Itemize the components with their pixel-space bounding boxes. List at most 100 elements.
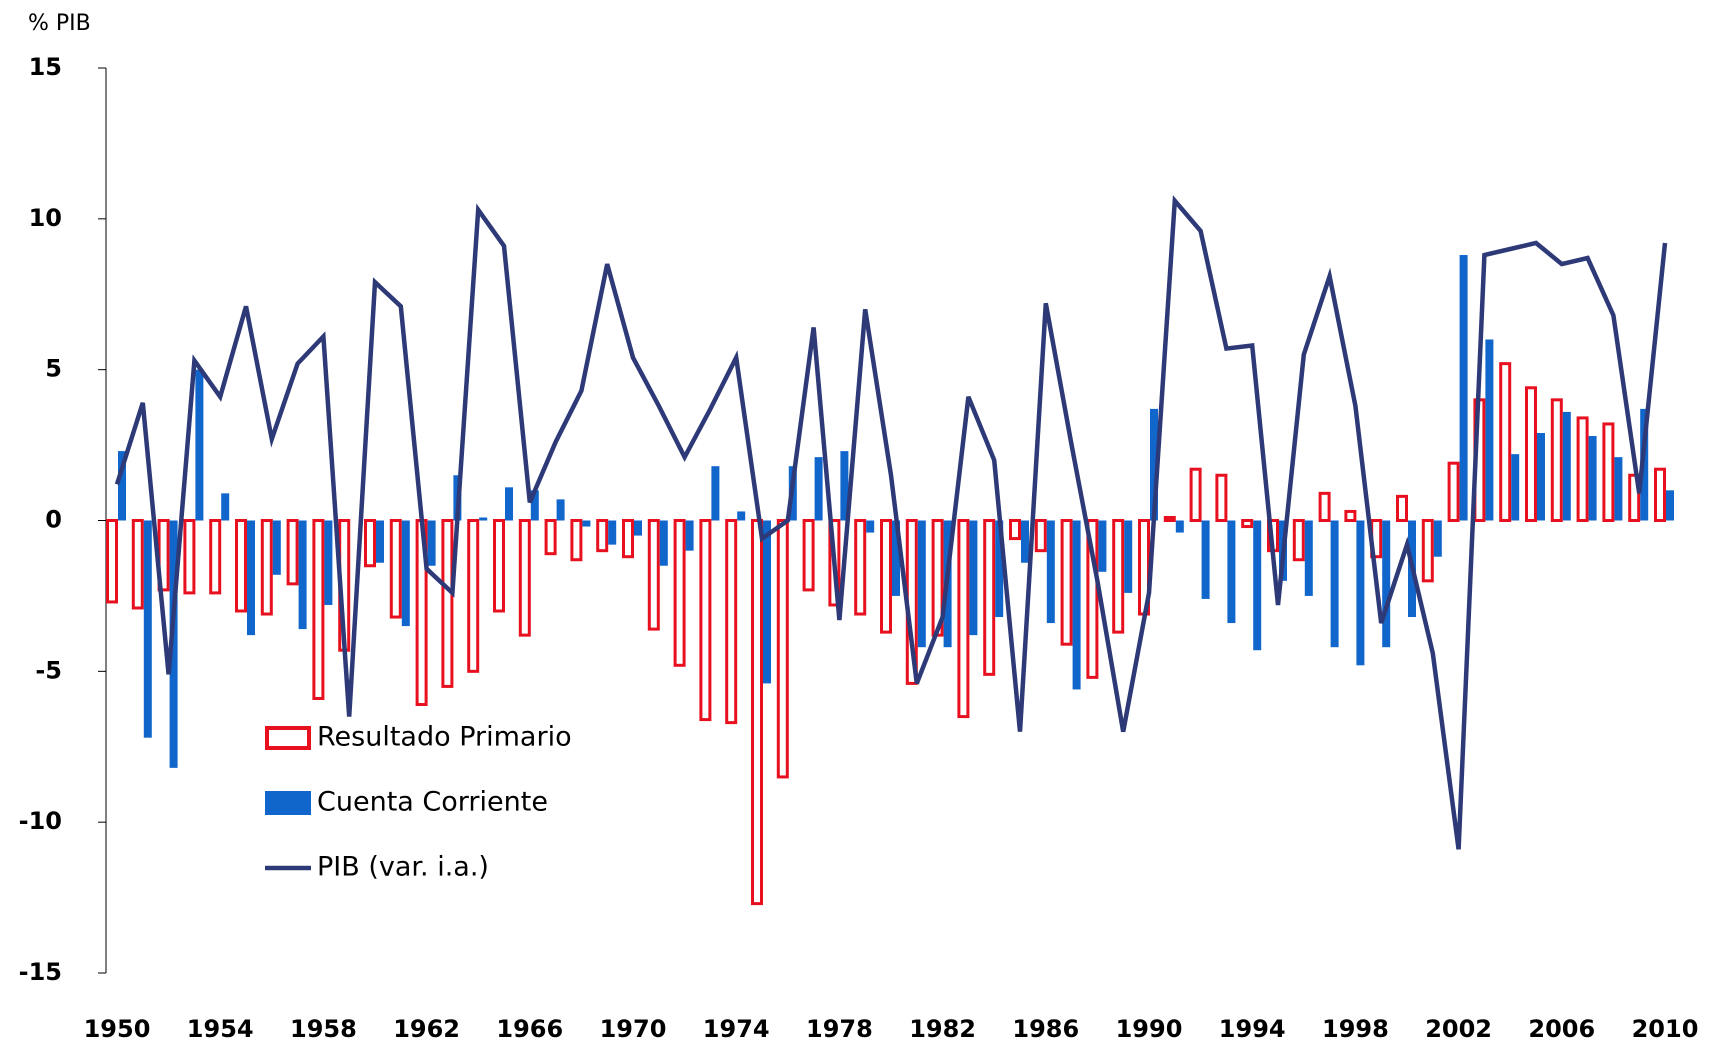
bar — [1330, 520, 1339, 648]
x-tick-label: 1994 — [1219, 1015, 1286, 1043]
y-tick-label: -10 — [19, 807, 62, 835]
bar — [983, 519, 996, 676]
bar — [1163, 515, 1176, 523]
bar — [106, 519, 118, 604]
bar — [544, 519, 557, 556]
bar — [195, 369, 204, 521]
legend-label: PIB (var. i.a.) — [317, 852, 489, 883]
bar — [467, 519, 480, 673]
x-tick-label: 1950 — [84, 1015, 151, 1043]
bar — [866, 520, 875, 533]
y-tick-label: 15 — [29, 53, 62, 81]
bar — [518, 519, 531, 637]
bar — [570, 519, 583, 562]
bar — [221, 493, 230, 521]
x-tick-label: 2002 — [1425, 1015, 1492, 1043]
bar — [1046, 520, 1055, 624]
bar — [1034, 519, 1047, 553]
bar — [364, 519, 376, 568]
bar — [260, 519, 273, 616]
x-tick-label: 1958 — [290, 1015, 357, 1043]
legend-label: Resultado Primario — [317, 722, 572, 753]
legend-swatch — [265, 726, 311, 750]
x-tick-label: 1998 — [1322, 1015, 1389, 1043]
bar — [699, 519, 712, 722]
y-tick-label: -5 — [35, 656, 62, 684]
y-axis-label: % PIB — [28, 11, 91, 36]
bar — [725, 519, 738, 725]
bar — [854, 519, 867, 616]
bar — [917, 520, 926, 648]
bar — [1318, 491, 1331, 523]
bar — [840, 451, 849, 521]
bar — [647, 519, 660, 631]
bar — [556, 499, 565, 521]
x-tick-label: 1970 — [600, 1015, 667, 1043]
bar — [1189, 467, 1202, 523]
bar — [1485, 339, 1494, 521]
bar — [493, 519, 505, 613]
bar — [1382, 520, 1391, 648]
bar — [1215, 473, 1228, 522]
bar — [1614, 457, 1623, 521]
y-tick-label: 10 — [29, 204, 62, 232]
bar — [751, 519, 763, 906]
bar — [298, 520, 307, 630]
bar — [169, 520, 178, 768]
legend-label: Cuenta Corriente — [317, 787, 548, 818]
bar — [596, 519, 609, 553]
bar — [235, 519, 247, 613]
bar — [892, 520, 900, 596]
bar — [1009, 519, 1021, 541]
x-tick-label: 1974 — [703, 1015, 770, 1043]
bar — [1433, 520, 1442, 557]
bar — [969, 520, 978, 636]
y-tick-label: -15 — [19, 958, 62, 986]
bar — [582, 520, 591, 527]
x-tick-label: 1966 — [496, 1015, 563, 1043]
bar — [312, 519, 325, 700]
bar — [1602, 422, 1615, 523]
bar — [324, 520, 333, 605]
bar — [505, 487, 513, 521]
bar — [1396, 494, 1408, 523]
bar — [441, 519, 454, 688]
bar — [763, 520, 771, 684]
bar — [737, 511, 746, 521]
bar — [1253, 520, 1262, 651]
y-tick-label: 0 — [45, 506, 62, 534]
bar — [118, 451, 126, 521]
bar — [1344, 509, 1357, 523]
bar — [427, 520, 436, 566]
bar — [389, 519, 402, 619]
bar — [143, 520, 152, 738]
line — [114, 195, 1668, 850]
bar — [286, 519, 299, 586]
bar — [1201, 520, 1210, 599]
bar — [1525, 386, 1537, 522]
bar — [685, 520, 694, 551]
bar — [131, 519, 144, 610]
bar — [1499, 362, 1512, 522]
bar — [880, 519, 892, 634]
bar — [247, 520, 255, 636]
bar — [1292, 519, 1305, 562]
bar — [1175, 520, 1184, 533]
bar — [1227, 520, 1236, 624]
bar — [1459, 255, 1468, 521]
bar — [530, 490, 539, 521]
bar — [711, 466, 720, 521]
x-tick-label: 1982 — [909, 1015, 976, 1043]
bar — [1241, 519, 1254, 529]
bar — [401, 520, 410, 627]
bar — [673, 519, 686, 667]
bar — [479, 517, 488, 521]
x-tick-label: 1954 — [187, 1015, 254, 1043]
bar — [1098, 520, 1107, 572]
bar — [1537, 433, 1545, 521]
bar — [634, 520, 642, 536]
bar — [776, 519, 789, 779]
bar — [802, 519, 815, 592]
